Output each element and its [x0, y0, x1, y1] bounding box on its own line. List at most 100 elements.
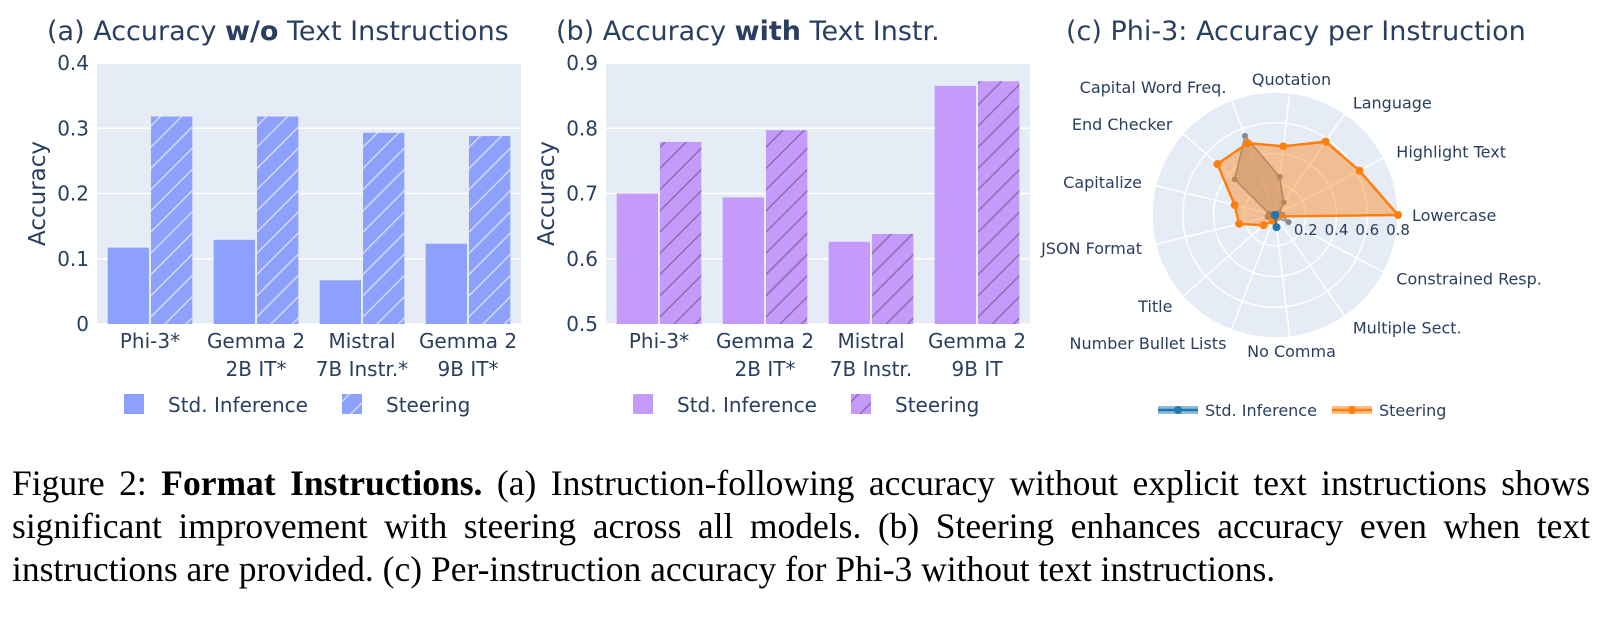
- angular-gridline: [1230, 214, 1276, 331]
- legend-label-steering: Steering: [895, 393, 979, 417]
- radar-steering-point: [1235, 219, 1244, 228]
- bar-std-inference: [828, 241, 870, 324]
- angular-gridline: [1230, 99, 1276, 216]
- legend-swatch-steering: [851, 394, 871, 414]
- bar-steering: [469, 136, 511, 324]
- bar-steering: [766, 130, 808, 324]
- angular-tick-label: No Comma: [1247, 342, 1336, 361]
- bar-std-inference: [934, 85, 976, 325]
- x-tick-label: Mistral: [837, 329, 904, 353]
- angular-gridline: [1274, 214, 1346, 317]
- y-tick-label: 0.4: [57, 51, 89, 75]
- y-tick-label: 0.1: [57, 247, 89, 271]
- chart-title-part: (b) Accuracy: [556, 16, 735, 47]
- y-tick-label: 0.8: [566, 116, 598, 140]
- y-tick-label: 0: [76, 312, 89, 336]
- bar-steering: [660, 141, 702, 324]
- angular-tick-label: Highlight Text: [1396, 142, 1506, 161]
- chart-title: (b) Accuracy with Text Instr.: [556, 16, 940, 47]
- bar-std-inference: [319, 280, 361, 324]
- bar-std-inference: [425, 243, 467, 324]
- x-tick-label: 9B IT: [952, 357, 1004, 381]
- angular-tick-label: Title: [1137, 297, 1172, 316]
- chart-a: (a) Accuracy w/o Text Instructions 0 0.1 0.…: [25, 16, 521, 417]
- y-axis-label: Accuracy: [534, 141, 560, 246]
- x-tick-label: Gemma 2: [928, 329, 1026, 353]
- radar-steering-point: [1243, 139, 1252, 148]
- chart-title-part: Text Instr.: [801, 16, 940, 47]
- caption-text: (a) Instruction-following accuracy witho…: [12, 463, 1591, 589]
- radial-tick-label: 0.8: [1386, 221, 1410, 239]
- caption-label: Figure 2:: [12, 463, 162, 503]
- x-tick-label: 2B IT*: [735, 357, 796, 381]
- angular-gridline: [1155, 214, 1276, 246]
- angular-tick-label: End Checker: [1072, 115, 1173, 134]
- bar-steering: [363, 132, 405, 324]
- bar-steering: [872, 233, 914, 324]
- caption-bold: Format Instructions.: [161, 463, 483, 503]
- radar-std-point: [1271, 211, 1279, 219]
- radar-steering-point: [1321, 137, 1330, 146]
- radar-steering-point: [1279, 142, 1288, 151]
- chart-title: (a) Accuracy w/o Text Instructions: [47, 16, 509, 47]
- chart-b: (b) Accuracy with Text Instr. 0.5 0.6 0.7 0.…: [534, 16, 1030, 417]
- chart-title: (c) Phi-3: Accuracy per Instruction: [1066, 16, 1526, 47]
- figure-panels: (a) Accuracy w/o Text Instructions 0 0.1 0.…: [25, 16, 1542, 420]
- angular-tick-label: Quotation: [1252, 70, 1331, 89]
- angular-gridline: [1274, 157, 1385, 216]
- legend-label-std: Std. Inference: [168, 393, 308, 417]
- y-tick-label: 0.5: [566, 312, 598, 336]
- angular-gridline: [1182, 132, 1276, 216]
- angular-tick-label: JSON Format: [1040, 239, 1142, 258]
- radar-steering-point: [1394, 211, 1402, 219]
- y-tick-label: 0.6: [566, 247, 598, 271]
- bar-std-inference: [107, 247, 149, 324]
- x-tick-label: 7B Instr.*: [316, 357, 408, 381]
- radar-overlap-point: [1276, 173, 1283, 180]
- radar-overlap-point: [1231, 176, 1238, 183]
- legend-label-std: Std. Inference: [1205, 401, 1317, 420]
- x-tick-label: 2B IT*: [226, 357, 287, 381]
- angular-tick-label: Capitalize: [1063, 173, 1142, 192]
- bar-steering: [151, 116, 193, 324]
- angular-gridline: [1274, 92, 1291, 216]
- radar-steering-point: [1230, 201, 1239, 210]
- angular-tick-label: Lowercase: [1412, 206, 1496, 225]
- radar-overlap-point: [1242, 132, 1249, 139]
- angular-gridline: [1182, 214, 1276, 298]
- y-axis-label: Accuracy: [25, 141, 51, 246]
- x-tick-label: Gemma 2: [419, 329, 517, 353]
- legend-label-std: Std. Inference: [677, 393, 817, 417]
- legend-marker-std: [1174, 406, 1182, 414]
- bar-std-inference: [616, 193, 658, 324]
- angular-tick-label: Language: [1353, 93, 1432, 112]
- x-tick-label: 9B IT*: [438, 357, 499, 381]
- angular-tick-label: Capital Word Freq.: [1080, 78, 1227, 97]
- x-tick-label: Phi-3*: [120, 329, 180, 353]
- bar-steering: [257, 116, 299, 324]
- y-tick-label: 0.9: [566, 51, 598, 75]
- legend-label-steering: Steering: [1379, 401, 1446, 420]
- bar-std-inference: [722, 197, 764, 324]
- chart-title-part: with: [735, 16, 801, 47]
- chart-title-part: Text Instructions: [278, 16, 508, 47]
- bar-steering: [978, 81, 1020, 325]
- radar-std-point: [1272, 223, 1281, 232]
- y-tick-label: 0.3: [57, 116, 89, 140]
- legend-label-steering: Steering: [386, 393, 470, 417]
- angular-tick-label: Constrained Resp.: [1396, 270, 1542, 289]
- chart-title-part: w/o: [225, 16, 278, 47]
- x-tick-label: 7B Instr.: [830, 357, 912, 381]
- legend-swatch-steering: [342, 394, 362, 414]
- radar-overlap-point: [1285, 219, 1292, 226]
- legend-marker-steering: [1348, 406, 1356, 414]
- radial-tick-label: 0.6: [1355, 221, 1379, 239]
- figure-caption: Figure 2: Format Instructions. (a) Instr…: [12, 462, 1590, 591]
- bar-std-inference: [213, 239, 255, 324]
- radar-steering-point: [1355, 166, 1364, 175]
- legend-swatch-std: [633, 394, 653, 414]
- x-tick-label: Phi-3*: [629, 329, 689, 353]
- angular-tick-label: Multiple Sect.: [1353, 319, 1462, 338]
- angular-gridline: [1274, 214, 1291, 338]
- radar-overlap-point: [1280, 199, 1287, 206]
